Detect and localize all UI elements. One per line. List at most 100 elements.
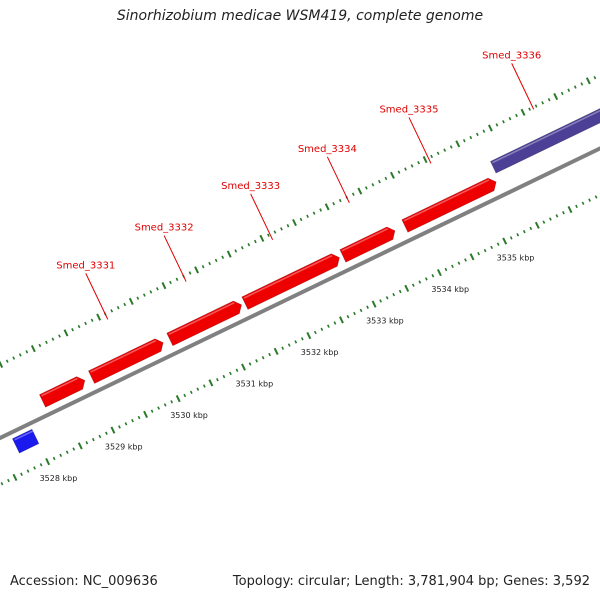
inner-tick (12, 473, 18, 481)
ruler-label: 3533 kbp (366, 316, 404, 325)
outer-tick (128, 297, 134, 305)
outer-tick (30, 345, 36, 353)
inner-tick (385, 296, 389, 300)
gene-smed-3336 (490, 108, 600, 174)
inner-tick (33, 466, 36, 470)
outer-tick (351, 192, 355, 196)
gene-smed-3332-label: Smed_3332 (135, 223, 194, 234)
gene-feature-0 (11, 428, 40, 454)
inner-tick (581, 201, 585, 205)
inner-tick (353, 311, 356, 316)
outer-tick (410, 164, 414, 168)
outer-tick (553, 92, 559, 101)
gene-smed-3334-label: Smed_3334 (298, 144, 357, 155)
ruler-label: 3531 kbp (235, 379, 273, 388)
inner-tick (469, 253, 475, 261)
inner-tick (72, 447, 76, 451)
inner-tick (241, 363, 246, 371)
gene-smed-3333-label: Smed_3333 (221, 181, 280, 192)
outer-tick (247, 242, 251, 247)
inner-tick (529, 226, 533, 231)
inner-tick (110, 426, 116, 434)
outer-tick (51, 337, 55, 341)
inner-tick (248, 362, 252, 366)
outer-tick (169, 280, 172, 285)
outer-tick (280, 227, 283, 231)
inner-tick (7, 478, 10, 483)
outer-tick (593, 75, 597, 80)
outer-tick (520, 108, 526, 116)
outer-tick (547, 98, 551, 102)
backbone-line (0, 146, 600, 441)
outer-tick (306, 214, 309, 218)
outer-tick (378, 179, 381, 184)
outer-tick (208, 261, 212, 266)
outer-tick (430, 154, 434, 159)
gene-smed-3334-leader (326, 156, 350, 204)
gene-feature-1-highlight (41, 377, 78, 397)
outer-tick (116, 305, 120, 310)
inner-tick (273, 347, 279, 355)
inner-tick (320, 327, 324, 332)
gene-smed-3333 (241, 253, 340, 310)
ruler-label: 3534 kbp (431, 285, 469, 294)
inner-tick (77, 442, 83, 450)
inner-tick (496, 242, 500, 246)
outer-tick (110, 309, 114, 313)
inner-tick (65, 450, 69, 454)
genome-backbone (0, 146, 600, 441)
accession-text: Accession: NC_009636 (10, 574, 158, 589)
gene-smed-3331 (87, 338, 164, 384)
inner-tick (359, 308, 363, 313)
inner-tick (150, 409, 154, 413)
inner-tick (346, 315, 350, 319)
inner-tick (588, 198, 591, 202)
gene-smed-3333-leader (250, 193, 274, 241)
outer-tick (390, 171, 395, 179)
inner-tick (59, 453, 63, 458)
inner-tick (91, 437, 95, 442)
inner-tick (170, 400, 174, 404)
inner-tick (216, 378, 219, 382)
outer-tick (319, 208, 323, 212)
outer-tick (436, 151, 440, 155)
outer-tick (96, 313, 102, 321)
inner-tick (567, 205, 573, 214)
outer-tick (77, 324, 81, 329)
inner-tick (411, 283, 415, 287)
inner-tick (327, 324, 330, 328)
gene-smed-3332-leader (163, 235, 187, 282)
inner-tick (255, 359, 258, 363)
inner-tick (0, 482, 4, 486)
inner-tick (509, 236, 513, 240)
inner-tick (183, 393, 187, 398)
outer-tick (364, 186, 368, 190)
gene-smed-3336-highlight (492, 109, 600, 164)
outer-tick (25, 350, 29, 354)
inner-tick (562, 211, 565, 215)
outer-tick (475, 132, 479, 137)
outer-tick (84, 321, 87, 326)
inner-tick (131, 418, 134, 423)
outer-tick (495, 123, 499, 127)
outer-tick (175, 277, 179, 282)
outer-tick (573, 85, 577, 89)
gene-smed-3335-label: Smed_3335 (379, 104, 438, 115)
inner-tick (444, 267, 448, 272)
inner-tick (392, 292, 396, 297)
inner-tick (163, 403, 167, 407)
outer-tick (267, 233, 270, 237)
inner-tick (490, 245, 494, 250)
inner-tick (175, 395, 181, 403)
outer-tick (136, 296, 140, 300)
outer-tick (462, 138, 466, 143)
outer-tick (528, 107, 531, 111)
outer-tick (560, 91, 564, 96)
inner-tick (143, 410, 148, 418)
outer-tick (443, 148, 447, 152)
ruler-label: 3529 kbp (105, 442, 143, 451)
outer-tick (142, 293, 146, 297)
inner-tick (208, 379, 214, 387)
outer-tick (234, 249, 238, 253)
outer-tick (90, 318, 94, 322)
